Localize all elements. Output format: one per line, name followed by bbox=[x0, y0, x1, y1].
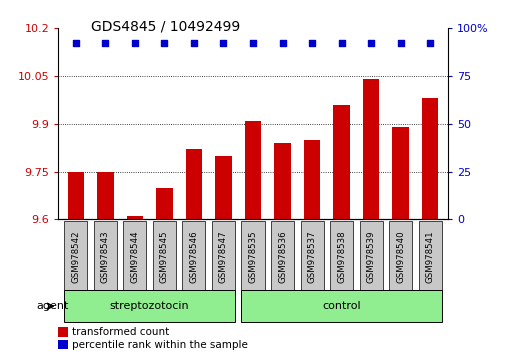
Point bbox=[337, 40, 345, 45]
FancyBboxPatch shape bbox=[64, 290, 234, 322]
Text: agent: agent bbox=[36, 301, 68, 311]
Point bbox=[160, 40, 168, 45]
Bar bbox=[333, 105, 349, 219]
FancyBboxPatch shape bbox=[359, 221, 382, 292]
Bar bbox=[58, 327, 68, 337]
FancyBboxPatch shape bbox=[271, 221, 293, 292]
Text: GSM978539: GSM978539 bbox=[366, 230, 375, 283]
Text: GSM978542: GSM978542 bbox=[71, 230, 80, 283]
Point bbox=[278, 40, 286, 45]
Text: percentile rank within the sample: percentile rank within the sample bbox=[72, 339, 247, 349]
FancyBboxPatch shape bbox=[182, 221, 205, 292]
FancyBboxPatch shape bbox=[153, 221, 176, 292]
FancyBboxPatch shape bbox=[123, 221, 146, 292]
Point bbox=[396, 40, 404, 45]
Bar bbox=[362, 79, 378, 219]
Point bbox=[131, 40, 139, 45]
Text: GSM978545: GSM978545 bbox=[160, 230, 169, 283]
Text: GSM978537: GSM978537 bbox=[307, 230, 316, 283]
Bar bbox=[421, 98, 437, 219]
FancyBboxPatch shape bbox=[241, 290, 441, 322]
Text: GSM978546: GSM978546 bbox=[189, 230, 198, 283]
Text: GSM978535: GSM978535 bbox=[248, 230, 257, 283]
Text: transformed count: transformed count bbox=[72, 327, 169, 337]
Point bbox=[308, 40, 316, 45]
Text: GSM978544: GSM978544 bbox=[130, 230, 139, 283]
Text: control: control bbox=[322, 301, 360, 311]
Bar bbox=[244, 121, 261, 219]
Text: GSM978541: GSM978541 bbox=[425, 230, 434, 283]
FancyBboxPatch shape bbox=[212, 221, 234, 292]
Bar bbox=[304, 141, 320, 219]
Bar bbox=[392, 127, 408, 219]
Bar bbox=[68, 172, 84, 219]
Point bbox=[72, 40, 80, 45]
FancyBboxPatch shape bbox=[418, 221, 441, 292]
Point bbox=[248, 40, 257, 45]
Bar bbox=[185, 149, 201, 219]
Bar bbox=[274, 143, 290, 219]
FancyBboxPatch shape bbox=[94, 221, 117, 292]
Point bbox=[425, 40, 433, 45]
Point bbox=[189, 40, 197, 45]
FancyBboxPatch shape bbox=[300, 221, 323, 292]
Bar bbox=[58, 340, 68, 349]
FancyBboxPatch shape bbox=[241, 221, 264, 292]
Point bbox=[219, 40, 227, 45]
Point bbox=[101, 40, 109, 45]
Text: GSM978538: GSM978538 bbox=[336, 230, 345, 283]
Bar bbox=[156, 188, 172, 219]
Text: streptozotocin: streptozotocin bbox=[110, 301, 189, 311]
Bar bbox=[215, 156, 231, 219]
Text: GDS4845 / 10492499: GDS4845 / 10492499 bbox=[91, 19, 240, 34]
Bar bbox=[97, 172, 113, 219]
FancyBboxPatch shape bbox=[64, 221, 87, 292]
Bar bbox=[127, 216, 143, 219]
FancyBboxPatch shape bbox=[329, 221, 352, 292]
Text: GSM978547: GSM978547 bbox=[219, 230, 228, 283]
Text: GSM978540: GSM978540 bbox=[395, 230, 405, 283]
FancyBboxPatch shape bbox=[388, 221, 411, 292]
Point bbox=[366, 40, 374, 45]
Text: GSM978543: GSM978543 bbox=[100, 230, 110, 283]
Text: GSM978536: GSM978536 bbox=[277, 230, 286, 283]
